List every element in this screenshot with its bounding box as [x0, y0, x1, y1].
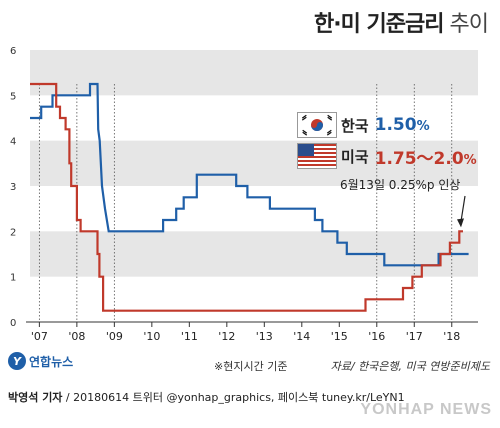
legend-usa-number: 1.75～2.0: [374, 148, 464, 169]
page-title: 한·미 기준금리 추이: [314, 6, 489, 38]
grid-band: [30, 140, 478, 186]
x-tick-label: '09: [106, 330, 123, 343]
y-tick-label: 1: [10, 273, 16, 284]
annotation-arrow: [460, 195, 466, 222]
yonhap-logo: Y 연합뉴스: [8, 352, 73, 370]
legend-korea-value: 1.50%: [375, 115, 430, 135]
legend-korea-unit: %: [416, 119, 430, 134]
y-tick-label: 5: [10, 91, 16, 102]
byline-author: 박영석 기자: [8, 391, 63, 404]
x-tick-label: '16: [368, 330, 385, 343]
x-tick-label: '08: [68, 330, 85, 343]
y-tick-label: 6: [10, 46, 16, 57]
grid-band: [30, 231, 478, 277]
x-tick-label: '12: [218, 330, 235, 343]
legend-usa-unit: %: [463, 152, 477, 168]
byline-details: / 20180614 트위터 @yonhap_graphics, 페이스북 tu…: [62, 391, 405, 404]
legend-usa-value: 1.75～2.0%: [375, 144, 477, 169]
y-tick-label: 3: [10, 182, 16, 193]
annotation-arrowhead: [457, 218, 465, 228]
series-line-usa: [30, 82, 463, 312]
title-main: 한·미 기준금리: [314, 12, 444, 37]
yonhap-logo-text: 연합뉴스: [29, 354, 74, 369]
x-tick-label: '18: [443, 330, 460, 343]
x-tick-label: '07: [31, 330, 48, 343]
watermark: YONHAP NEWS: [360, 401, 492, 418]
rate-line-chart: 0 1 2 3 4 5 6 '07 '08 '09 '10 '11 '12 '13 '14 '15 '16 '17…: [10, 46, 478, 343]
x-tick-label: '10: [143, 330, 160, 343]
timezone-note: ※현지시간 기준: [214, 360, 288, 373]
y-tick-label: 0: [10, 318, 16, 329]
legend-usa-name: 미국: [341, 147, 369, 166]
x-tick-label: '11: [181, 330, 198, 343]
legend-korea-number: 1.50: [374, 115, 417, 135]
yonhap-logo-mark: Y: [8, 352, 26, 370]
x-tick-label: '15: [331, 330, 348, 343]
title-sub: 추이: [449, 12, 489, 37]
rate-hike-annotation: 6월13일 0.25%p 인상: [340, 178, 461, 192]
byline: 박영석 기자 / 20180614 트위터 @yonhap_graphics, …: [8, 389, 405, 405]
grid-band: [30, 50, 478, 96]
usa-flag-icon: [297, 143, 337, 169]
legend-korea: 한국 1.50%: [297, 112, 430, 138]
x-tick-label: '14: [293, 330, 310, 343]
source-credit: 자료/ 한국은행, 미국 연방준비제도: [330, 360, 490, 373]
x-tick-label: '17: [406, 330, 423, 343]
series-line-korea: [30, 82, 469, 267]
y-tick-label: 2: [10, 227, 16, 238]
korea-flag-icon: [297, 112, 337, 138]
x-tick-label: '13: [256, 330, 273, 343]
y-tick-label: 4: [10, 137, 16, 148]
legend-korea-name: 한국: [341, 116, 369, 135]
footer: 박영석 기자 / 20180614 트위터 @yonhap_graphics, …: [0, 383, 500, 428]
legend-usa: 미국 1.75～2.0%: [297, 143, 477, 169]
